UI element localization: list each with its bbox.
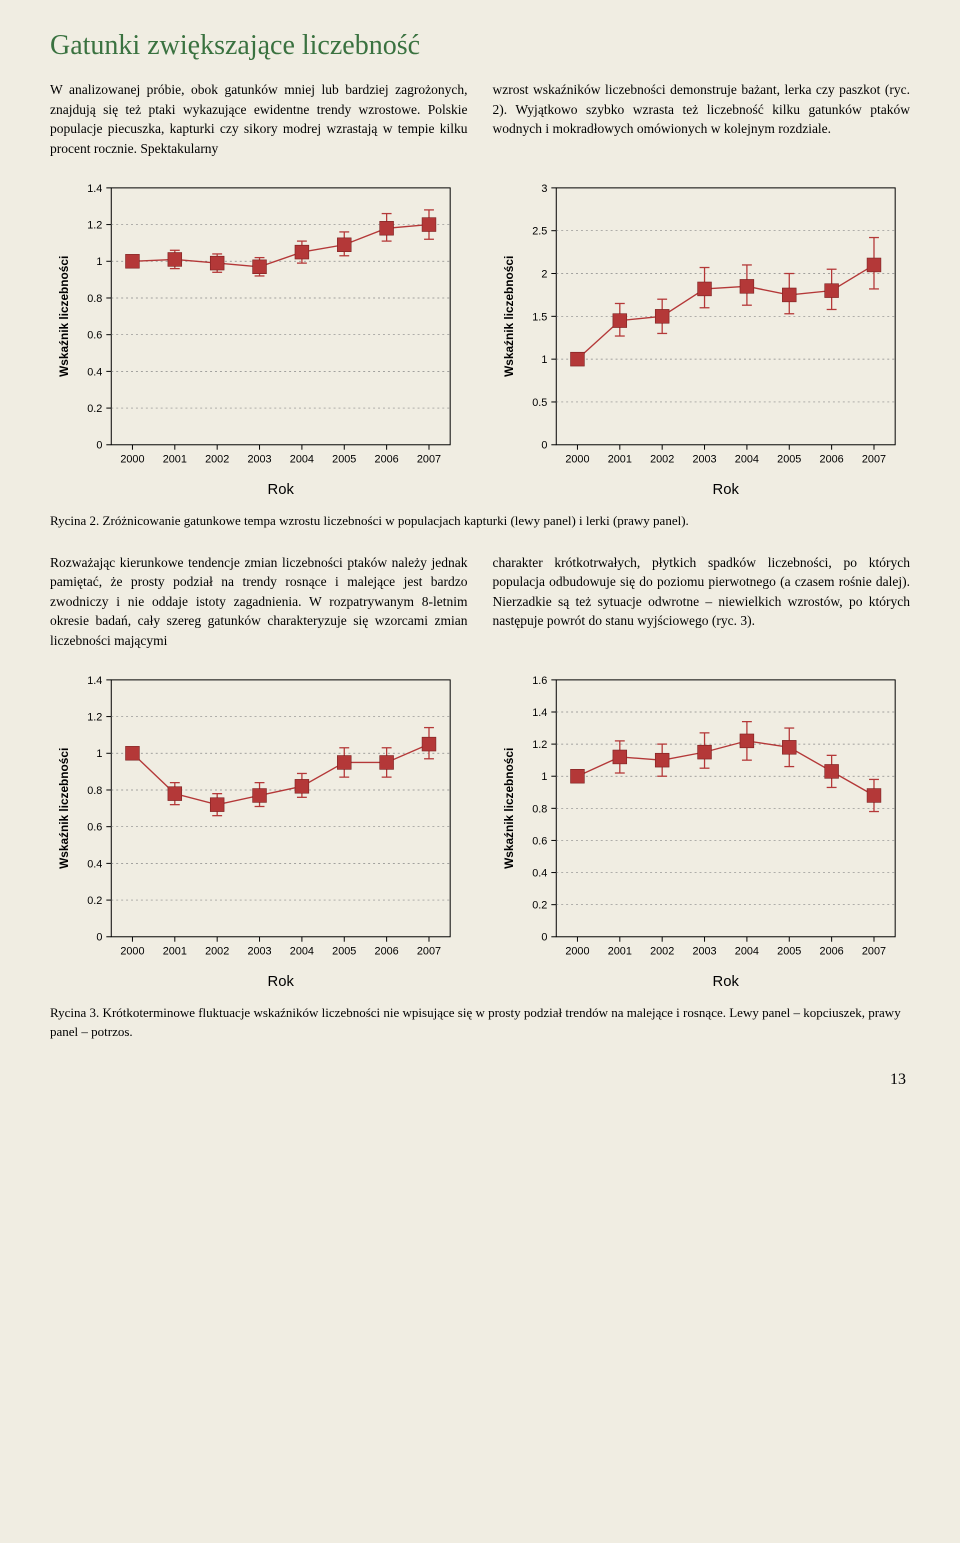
svg-text:2007: 2007 — [862, 946, 886, 958]
chart-potrzos: 0 0.2 0.4 0.6 0.8 1 1.2 1.4 1.6 2000 2001 2002 2003 2… — [495, 670, 910, 996]
svg-text:2006: 2006 — [375, 454, 399, 466]
chart-lerka: 0 0.5 1 1.5 2 2.5 3 2000 2001 2002 2003 2004 2005 200… — [495, 178, 910, 504]
svg-text:0.5: 0.5 — [532, 397, 547, 409]
svg-text:0.6: 0.6 — [87, 330, 102, 342]
figure-2-row: 0 0.2 0.4 0.6 0.8 1 1.2 1.4 2000 2001 2002 2003 2004… — [50, 178, 910, 504]
chart-kopciuszek-svg: 0 0.2 0.4 0.6 0.8 1 1.2 1.4 2000 2001 2002 2003 2004… — [50, 670, 465, 996]
svg-text:1: 1 — [541, 771, 547, 783]
svg-text:2003: 2003 — [247, 946, 271, 958]
svg-text:2001: 2001 — [608, 454, 632, 466]
body-paragraph: Rozważając kierunkowe tendencje zmian li… — [50, 553, 910, 651]
chart-potrzos-svg: 0 0.2 0.4 0.6 0.8 1 1.2 1.4 1.6 2000 2001 2002 2003 2… — [495, 670, 910, 996]
chart-kapturka-svg: 0 0.2 0.4 0.6 0.8 1 1.2 1.4 2000 2001 2002 2003 2004… — [50, 178, 465, 504]
intro-paragraph: W analizowanej próbie, obok gatunków mni… — [50, 80, 910, 158]
svg-text:0.2: 0.2 — [87, 403, 102, 415]
svg-text:2002: 2002 — [650, 946, 674, 958]
svg-text:Wskaźnik liczebności: Wskaźnik liczebności — [57, 256, 71, 377]
svg-text:2005: 2005 — [332, 454, 356, 466]
svg-text:2006: 2006 — [375, 946, 399, 958]
svg-text:2005: 2005 — [777, 946, 801, 958]
svg-text:2006: 2006 — [820, 454, 844, 466]
svg-text:0: 0 — [96, 440, 102, 452]
svg-text:0.4: 0.4 — [532, 868, 547, 880]
svg-text:1: 1 — [541, 354, 547, 366]
svg-text:2005: 2005 — [332, 946, 356, 958]
body-right-column: charakter krótkotrwałych, płytkich spadk… — [493, 553, 911, 651]
svg-text:2003: 2003 — [247, 454, 271, 466]
svg-text:Rok: Rok — [713, 482, 740, 498]
svg-text:1.4: 1.4 — [87, 183, 102, 195]
chart-kopciuszek: 0 0.2 0.4 0.6 0.8 1 1.2 1.4 2000 2001 2002 2003 2004… — [50, 670, 465, 996]
svg-text:1.2: 1.2 — [532, 739, 547, 751]
svg-text:2002: 2002 — [205, 454, 229, 466]
svg-text:2007: 2007 — [862, 454, 886, 466]
svg-text:Rok: Rok — [268, 482, 295, 498]
body-left-column: Rozważając kierunkowe tendencje zmian li… — [50, 553, 468, 651]
svg-text:2005: 2005 — [777, 454, 801, 466]
svg-text:0.6: 0.6 — [87, 822, 102, 834]
page-number: 13 — [50, 1071, 910, 1089]
svg-text:2002: 2002 — [650, 454, 674, 466]
svg-text:0.8: 0.8 — [87, 785, 102, 797]
svg-text:2002: 2002 — [205, 946, 229, 958]
svg-text:0.4: 0.4 — [87, 859, 102, 871]
svg-text:1: 1 — [96, 749, 102, 761]
svg-text:2006: 2006 — [820, 946, 844, 958]
svg-text:1.2: 1.2 — [87, 712, 102, 724]
svg-text:2007: 2007 — [417, 454, 441, 466]
svg-text:0: 0 — [96, 932, 102, 944]
svg-text:2001: 2001 — [163, 946, 187, 958]
figure-2-caption: Rycina 2. Zróżnicowanie gatunkowe tempa … — [50, 512, 910, 530]
svg-text:1.2: 1.2 — [87, 220, 102, 232]
svg-text:2003: 2003 — [692, 454, 716, 466]
svg-text:2000: 2000 — [565, 946, 589, 958]
svg-text:0.2: 0.2 — [87, 895, 102, 907]
svg-text:2007: 2007 — [417, 946, 441, 958]
svg-text:1.6: 1.6 — [532, 675, 547, 687]
svg-text:3: 3 — [541, 183, 547, 195]
svg-text:0.4: 0.4 — [87, 367, 102, 379]
svg-text:1.4: 1.4 — [87, 675, 102, 687]
svg-text:0.8: 0.8 — [532, 804, 547, 816]
figure-3-caption: Rycina 3. Krótkoterminowe fluktuacje wsk… — [50, 1004, 910, 1040]
svg-text:1: 1 — [96, 256, 102, 268]
svg-text:2004: 2004 — [290, 454, 314, 466]
svg-text:0.8: 0.8 — [87, 293, 102, 305]
svg-text:2004: 2004 — [735, 454, 759, 466]
page-title: Gatunki zwiększające liczebność — [50, 30, 910, 62]
svg-text:0.2: 0.2 — [532, 900, 547, 912]
intro-right-column: wzrost wskaźników liczebności demonstruj… — [493, 80, 911, 158]
svg-text:2004: 2004 — [290, 946, 314, 958]
svg-text:2: 2 — [541, 269, 547, 281]
svg-text:Wskaźnik liczebności: Wskaźnik liczebności — [57, 748, 71, 869]
svg-text:2001: 2001 — [608, 946, 632, 958]
figure-3-row: 0 0.2 0.4 0.6 0.8 1 1.2 1.4 2000 2001 2002 2003 2004… — [50, 670, 910, 996]
svg-text:2000: 2000 — [565, 454, 589, 466]
svg-text:2004: 2004 — [735, 946, 759, 958]
svg-text:0: 0 — [541, 440, 547, 452]
svg-text:0.6: 0.6 — [532, 836, 547, 848]
svg-text:Wskaźnik liczebności: Wskaźnik liczebności — [502, 748, 516, 869]
svg-text:0: 0 — [541, 932, 547, 944]
svg-text:Wskaźnik liczebności: Wskaźnik liczebności — [502, 256, 516, 377]
svg-text:Rok: Rok — [268, 974, 295, 990]
svg-text:2003: 2003 — [692, 946, 716, 958]
chart-kapturka: 0 0.2 0.4 0.6 0.8 1 1.2 1.4 2000 2001 2002 2003 2004… — [50, 178, 465, 504]
svg-text:2.5: 2.5 — [532, 226, 547, 238]
svg-text:2000: 2000 — [120, 454, 144, 466]
svg-text:2000: 2000 — [120, 946, 144, 958]
svg-text:1.5: 1.5 — [532, 312, 547, 324]
svg-text:1.4: 1.4 — [532, 707, 547, 719]
svg-text:2001: 2001 — [163, 454, 187, 466]
chart-lerka-svg: 0 0.5 1 1.5 2 2.5 3 2000 2001 2002 2003 2004 2005 200… — [495, 178, 910, 504]
intro-left-column: W analizowanej próbie, obok gatunków mni… — [50, 80, 468, 158]
svg-text:Rok: Rok — [713, 974, 740, 990]
